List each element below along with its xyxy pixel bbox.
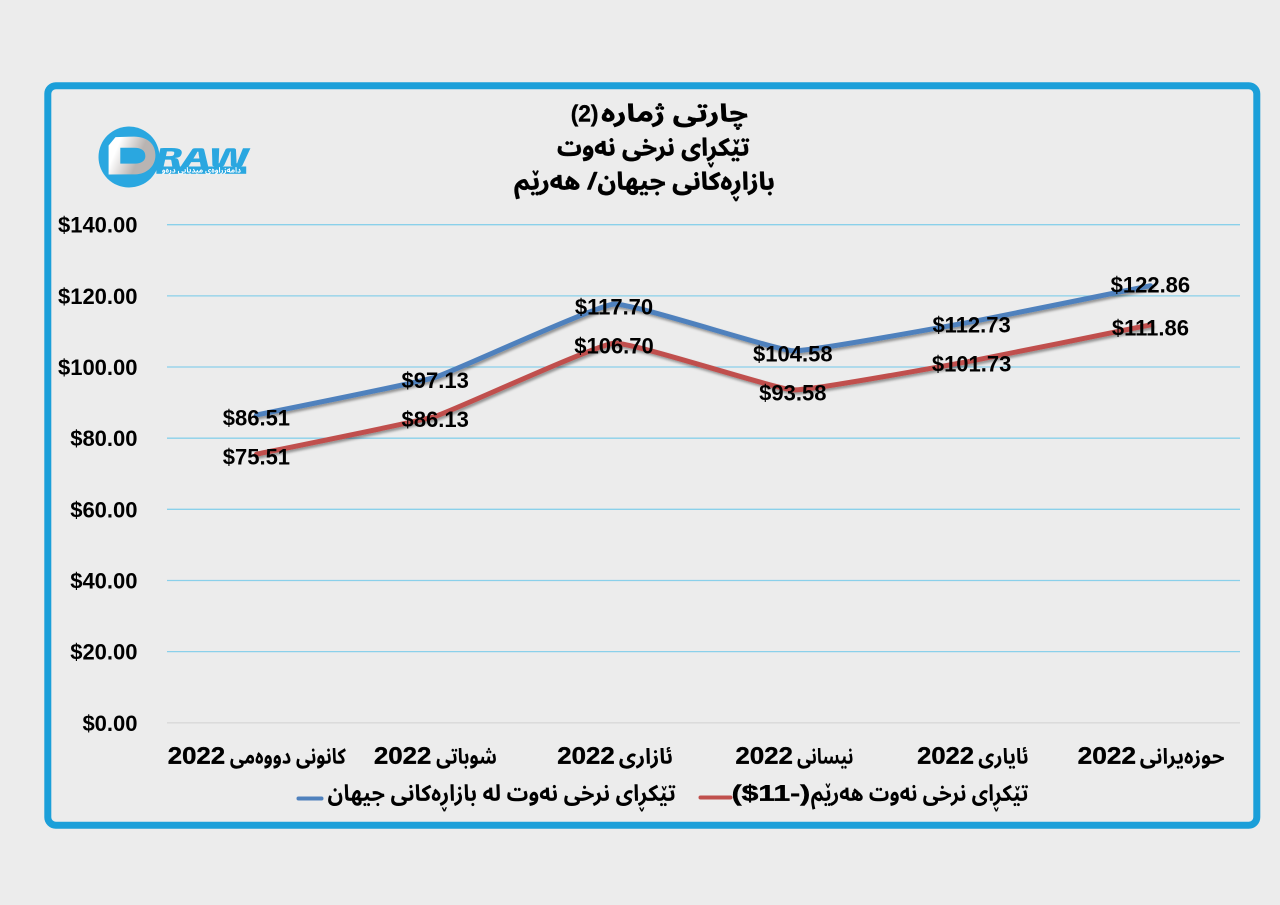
svg-text:$100.00: $100.00: [58, 355, 138, 380]
svg-text:$101.73: $101.73: [932, 351, 1012, 376]
svg-text:$97.13: $97.13: [402, 368, 469, 393]
svg-text:$80.00: $80.00: [70, 426, 137, 451]
svg-text:$93.58: $93.58: [759, 380, 826, 405]
svg-text:$20.00: $20.00: [70, 640, 137, 665]
svg-text:$117.70: $117.70: [575, 295, 653, 320]
svg-text:$120.00: $120.00: [58, 284, 138, 309]
svg-text:$122.86: $122.86: [1111, 273, 1191, 298]
svg-text:$112.73: $112.73: [932, 312, 1010, 337]
svg-text:$140.00: $140.00: [58, 213, 138, 238]
svg-text:$111.86: $111.86: [1112, 315, 1189, 340]
svg-text:$106.70: $106.70: [574, 334, 654, 359]
svg-text:$104.58: $104.58: [753, 341, 833, 366]
svg-text:$40.00: $40.00: [70, 569, 137, 594]
svg-text:$75.51: $75.51: [223, 445, 290, 470]
svg-text:$60.00: $60.00: [70, 497, 137, 522]
svg-text:$86.13: $86.13: [402, 407, 469, 432]
svg-text:$86.51: $86.51: [223, 406, 290, 431]
svg-text:$0.00: $0.00: [82, 711, 137, 736]
